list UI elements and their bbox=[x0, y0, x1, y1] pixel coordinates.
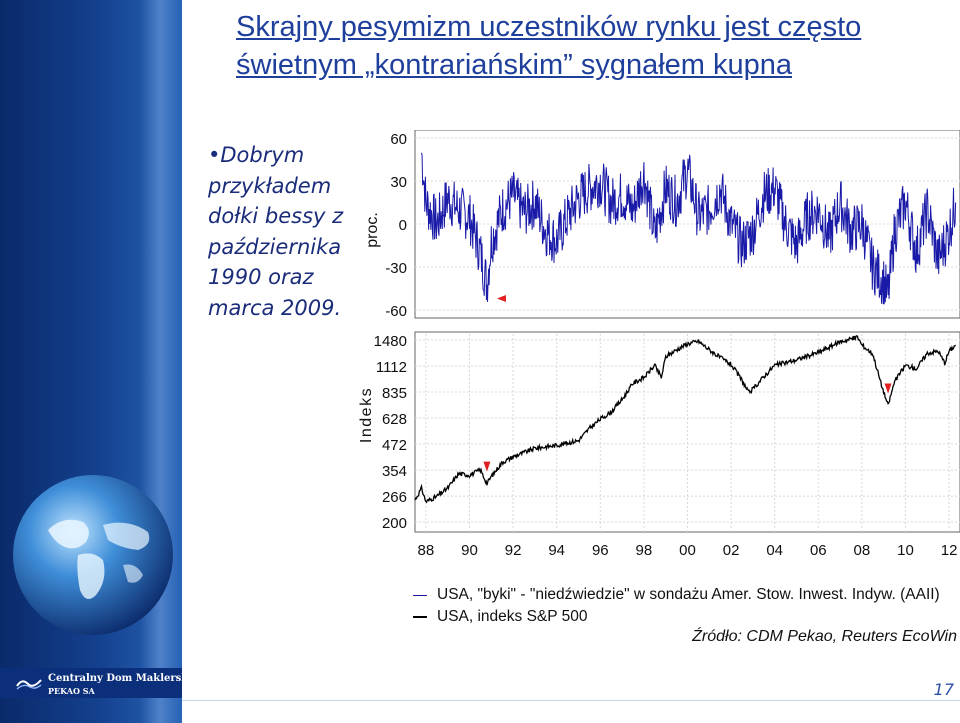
x-tick-label: 92 bbox=[505, 542, 522, 559]
x-tick-label: 96 bbox=[592, 542, 609, 559]
page-title: Skrajny pesymizm uczestników rynku jest … bbox=[236, 11, 862, 81]
bullet-text: •Dobrym przykładem dołki bessy z paździe… bbox=[208, 140, 368, 323]
aaii-bottom-marker bbox=[496, 295, 506, 303]
aaii-y-tick-label: 30 bbox=[390, 174, 407, 191]
sp500-markers bbox=[483, 383, 892, 472]
sp500-bottom-marker bbox=[483, 461, 491, 472]
logo-company-name: Centralny Dom Maklerski bbox=[48, 673, 192, 684]
aaii-line bbox=[421, 152, 957, 305]
globe-icon bbox=[13, 475, 173, 635]
x-tick-label: 00 bbox=[679, 542, 696, 559]
x-tick-label: 02 bbox=[723, 542, 740, 559]
sp500-y-axis-label: Indeks bbox=[358, 387, 375, 443]
logo-company-subname: PEKAO SA bbox=[48, 686, 95, 696]
legend-swatch-sp500 bbox=[413, 616, 427, 618]
x-tick-label: 12 bbox=[941, 542, 958, 559]
source-note: Źródło: CDM Pekao, Reuters EcoWin bbox=[692, 628, 957, 645]
cdm-logo-icon bbox=[16, 679, 42, 690]
aaii-y-tick-label: -60 bbox=[385, 303, 407, 320]
x-tick-label: 98 bbox=[636, 542, 653, 559]
aaii-series bbox=[421, 152, 957, 305]
sp500-y-tick-label: 266 bbox=[382, 489, 407, 506]
x-tick-label: 04 bbox=[766, 542, 783, 559]
aaii-y-axis-label: proc. bbox=[364, 212, 381, 248]
bullet-marker: • bbox=[208, 143, 221, 167]
bullet-body: Dobrym przykładem dołki bessy z paździer… bbox=[208, 143, 344, 320]
aaii-y-tick-label: -30 bbox=[385, 260, 407, 277]
x-tick-label: 06 bbox=[810, 542, 827, 559]
sp500-y-ticks: 1480 1112 835 628 472 354 266 200 bbox=[374, 333, 407, 532]
legend-label-sp500: USA, indeks S&P 500 bbox=[437, 608, 588, 625]
legend-swatch-aaii bbox=[413, 594, 427, 596]
sp500-series bbox=[414, 335, 957, 504]
x-tick-label: 90 bbox=[461, 542, 478, 559]
sp500-y-tick-label: 200 bbox=[382, 515, 407, 532]
logo-bar bbox=[0, 668, 182, 698]
x-tick-label: 88 bbox=[418, 542, 435, 559]
aaii-gridlines bbox=[415, 137, 960, 311]
sp500-y-tick-label: 472 bbox=[382, 437, 407, 454]
sp500-y-tick-label: 628 bbox=[382, 411, 407, 428]
aaii-y-ticks: 60 30 0 -30 -60 bbox=[385, 131, 407, 320]
footer-divider bbox=[182, 700, 960, 701]
legend: USA, "byki" - "niedźwiedzie" w sondażu A… bbox=[413, 584, 940, 628]
sp500-y-tick-label: 354 bbox=[382, 463, 407, 480]
x-tick-label: 10 bbox=[897, 542, 914, 559]
sp500-panel: Indeks 1480 1112 835 628 472 354 266 200 88 90 92… bbox=[358, 331, 960, 559]
sp500-gridlines bbox=[415, 334, 960, 532]
sp500-y-tick-label: 1112 bbox=[376, 359, 407, 376]
aaii-panel: proc. 60 30 0 -30 -60 bbox=[364, 130, 960, 320]
sp500-y-tick-label: 1480 bbox=[374, 333, 407, 350]
sp500-bottom-marker bbox=[884, 383, 892, 394]
legend-item-aaii: USA, "byki" - "niedźwiedzie" w sondażu A… bbox=[413, 584, 940, 606]
aaii-markers bbox=[496, 295, 506, 303]
aaii-y-tick-label: 0 bbox=[399, 217, 407, 234]
legend-item-sp500: USA, indeks S&P 500 bbox=[413, 606, 940, 628]
sp500-line bbox=[414, 335, 957, 504]
page-number: 17 bbox=[933, 680, 954, 699]
x-ticks: 88 90 92 94 96 98 00 02 04 06 08 10 12 bbox=[418, 542, 958, 559]
combined-chart: proc. 60 30 0 -30 -60 Indeks 1480 1112 835 628 4… bbox=[358, 130, 960, 559]
legend-label-aaii: USA, "byki" - "niedźwiedzie" w sondażu A… bbox=[437, 586, 940, 603]
sp500-y-tick-label: 835 bbox=[382, 385, 407, 402]
x-tick-label: 94 bbox=[548, 542, 565, 559]
x-tick-label: 08 bbox=[854, 542, 871, 559]
aaii-y-tick-label: 60 bbox=[390, 131, 407, 148]
